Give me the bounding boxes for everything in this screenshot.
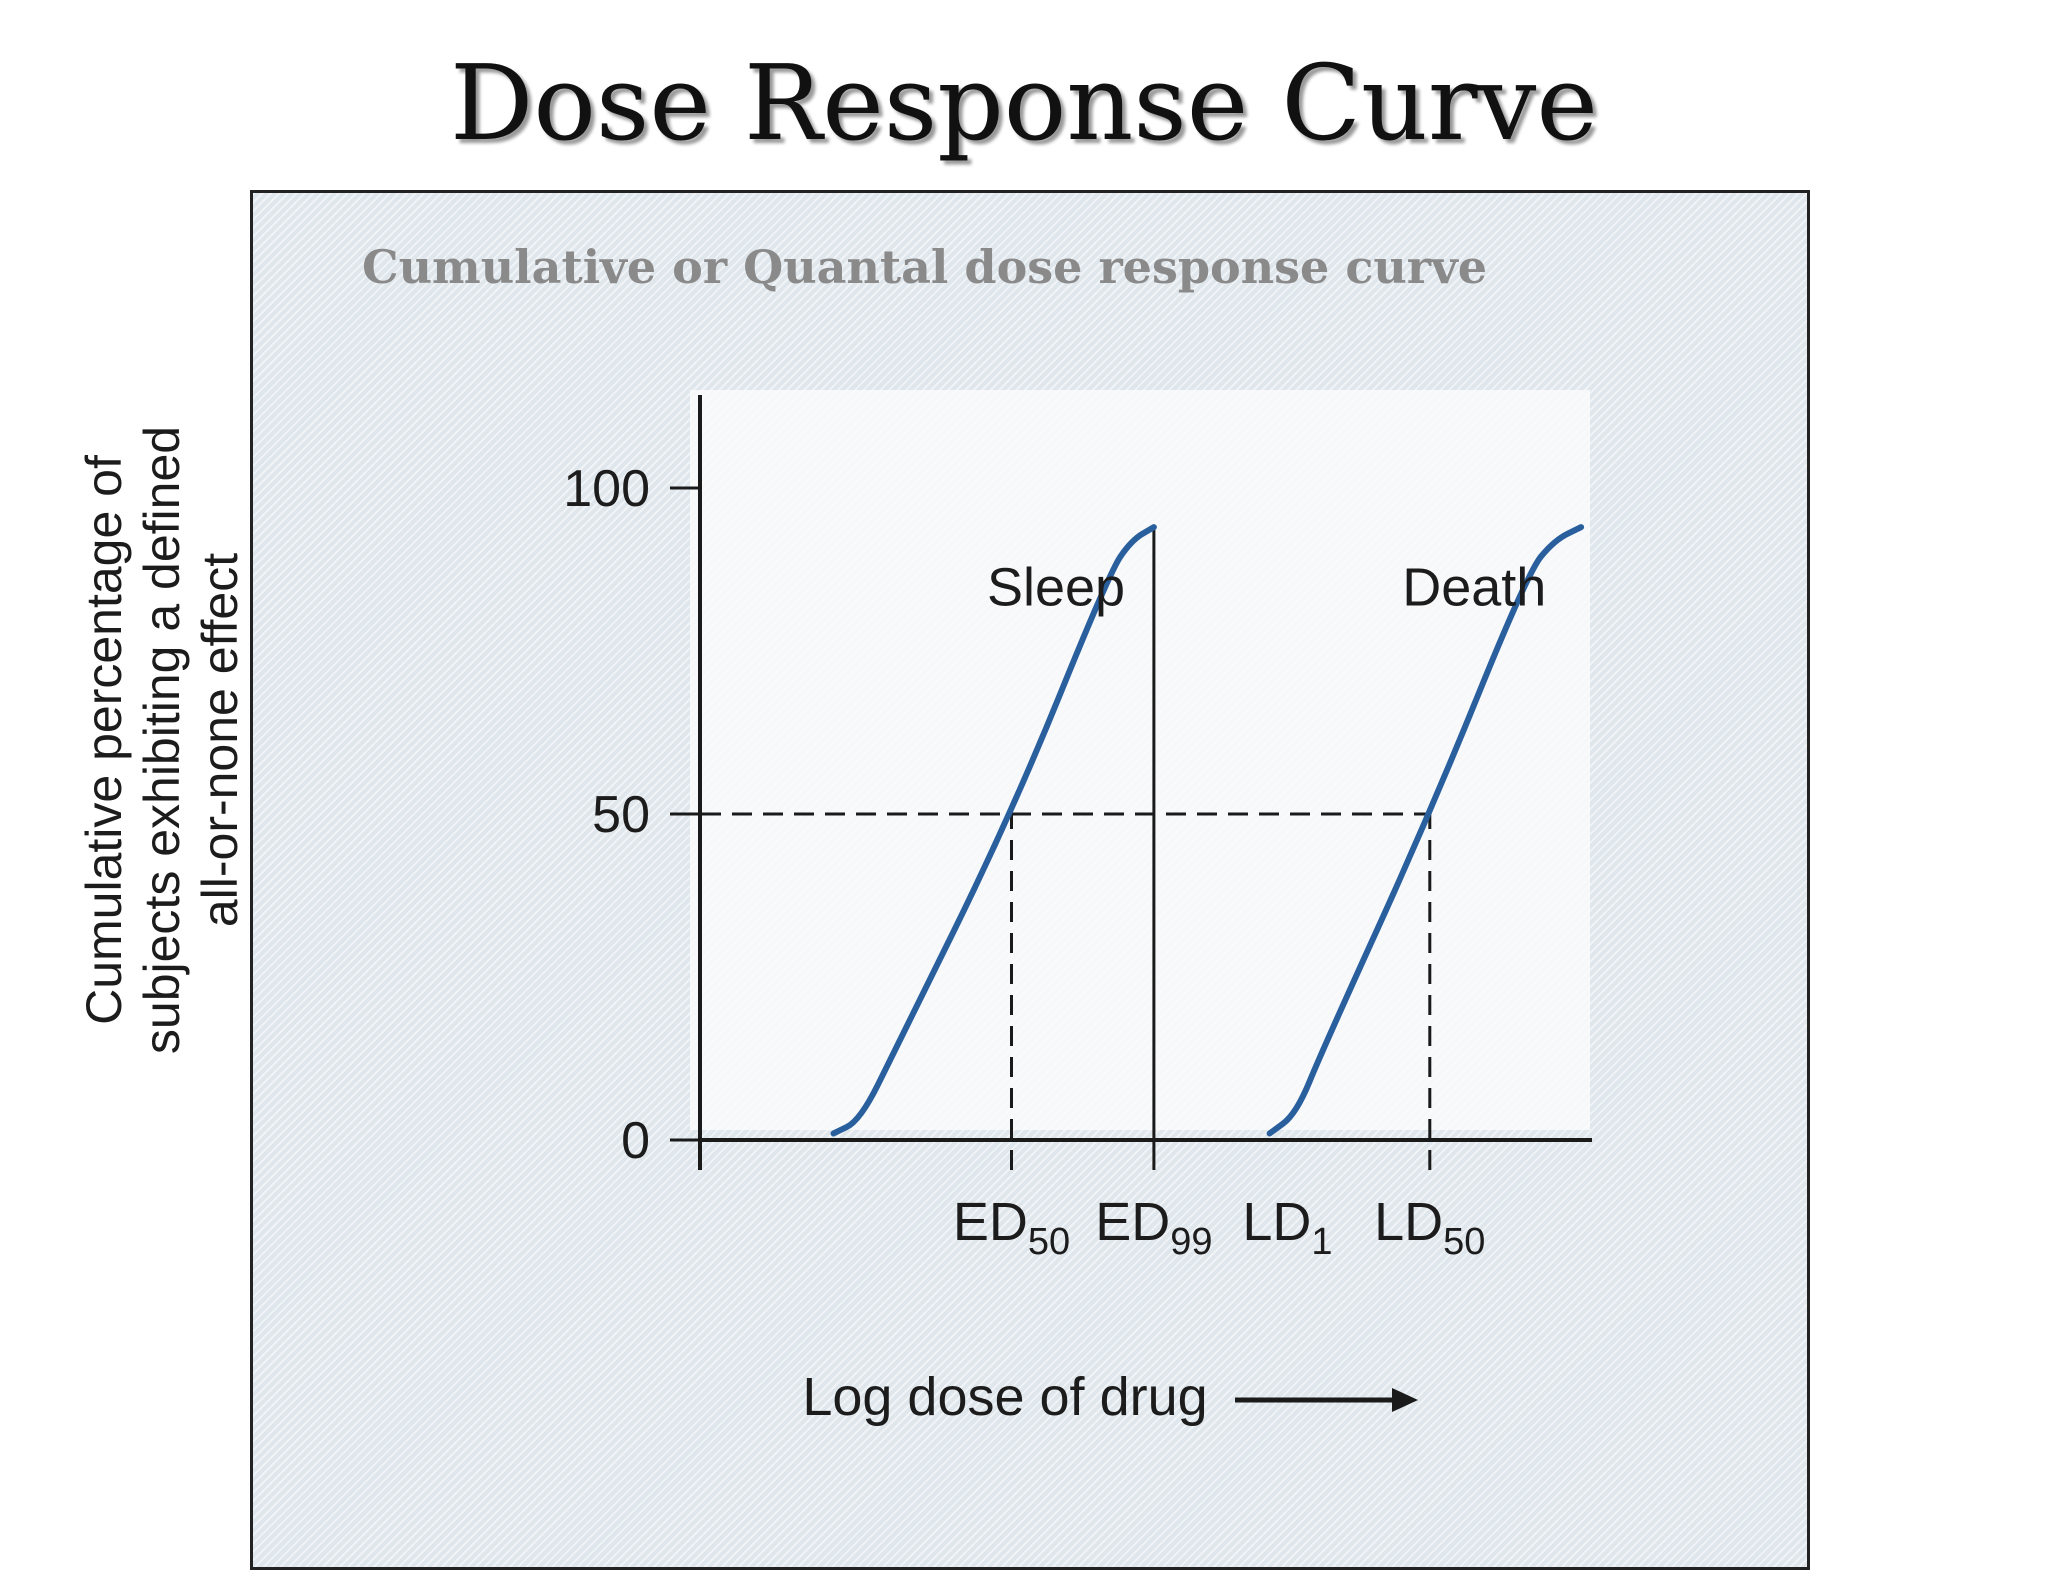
plot-background — [690, 390, 1590, 1130]
x-axis-label: Log dose of drug — [802, 1367, 1207, 1427]
x-tick-label-ed99: ED99 — [1095, 1192, 1212, 1263]
curve-sleep — [830, 524, 1157, 1137]
curve-death — [1266, 524, 1585, 1137]
chart-title: Cumulative or Quantal dose response curv… — [362, 240, 1488, 294]
y-tick-label-100: 100 — [563, 460, 650, 518]
dose-response-chart: 0 50 100 ED50 ED99 LD1 LD50 Sleep Death Log dose … — [563, 395, 1592, 1427]
x-tick-label-ld50: LD50 — [1374, 1192, 1485, 1263]
x-axis-arrow-head — [1392, 1388, 1418, 1412]
x-tick-label-ed50: ED50 — [953, 1192, 1070, 1263]
slide-title: Dose Response Curve — [450, 42, 1598, 164]
y-tick-label-0: 0 — [621, 1112, 650, 1170]
series-label-sleep: Sleep — [987, 557, 1125, 617]
y-tick-label-50: 50 — [592, 786, 650, 844]
x-tick-label-ld1: LD1 — [1242, 1192, 1332, 1263]
series-label-death: Death — [1402, 557, 1546, 617]
